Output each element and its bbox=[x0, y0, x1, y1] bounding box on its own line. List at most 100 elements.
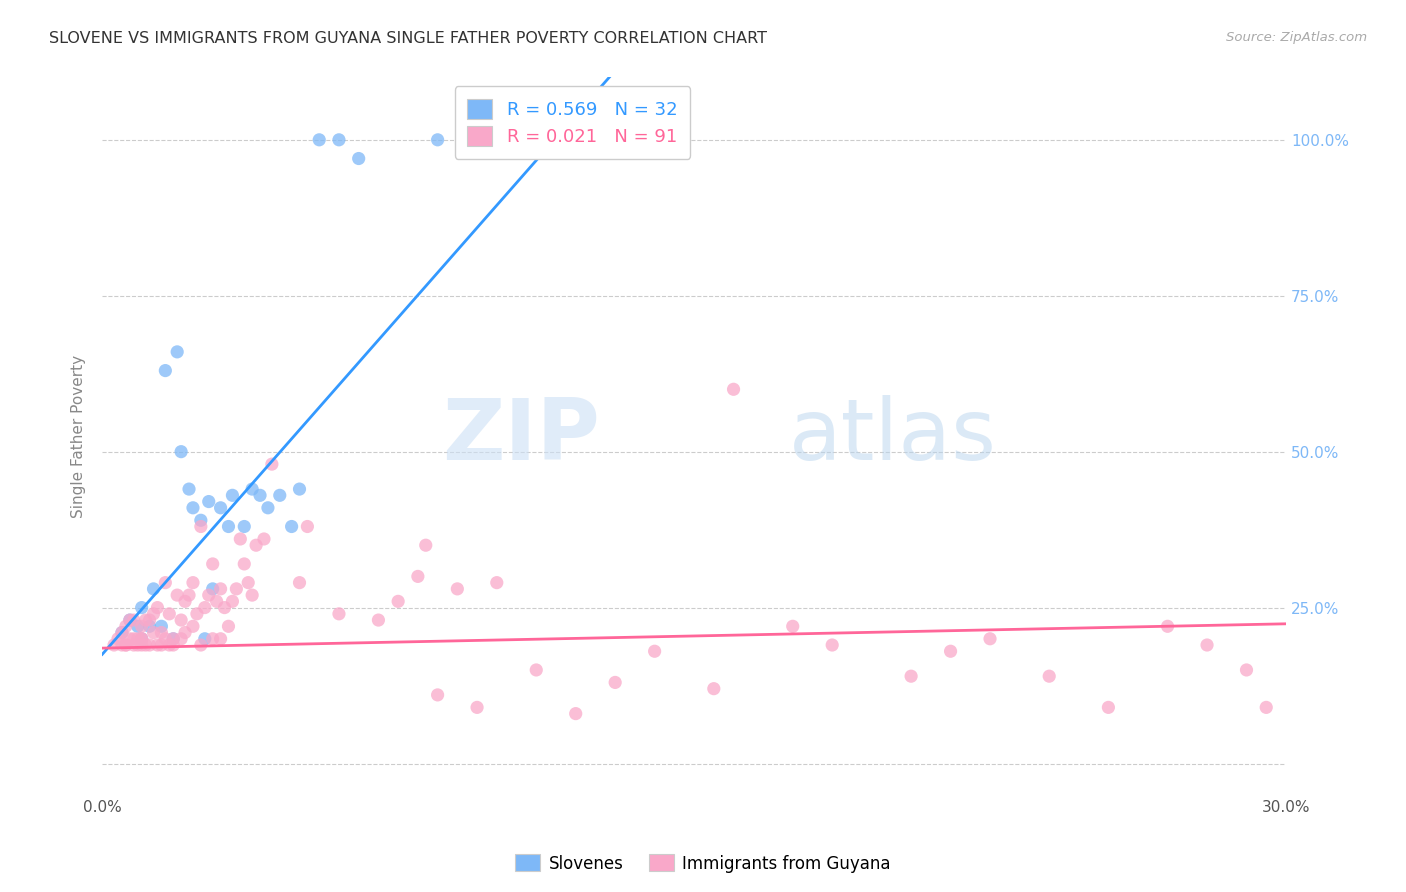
Text: ZIP: ZIP bbox=[441, 394, 599, 477]
Point bbox=[138, 638, 160, 652]
Point bbox=[142, 582, 165, 596]
Point bbox=[135, 613, 157, 627]
Point bbox=[465, 700, 488, 714]
Point bbox=[1038, 669, 1060, 683]
Point bbox=[1195, 638, 1218, 652]
Point bbox=[142, 625, 165, 640]
Point bbox=[138, 619, 160, 633]
Point bbox=[181, 575, 204, 590]
Text: SLOVENE VS IMMIGRANTS FROM GUYANA SINGLE FATHER POVERTY CORRELATION CHART: SLOVENE VS IMMIGRANTS FROM GUYANA SINGLE… bbox=[49, 31, 768, 46]
Point bbox=[150, 619, 173, 633]
Point bbox=[280, 519, 302, 533]
Point bbox=[135, 638, 157, 652]
Point bbox=[155, 575, 177, 590]
Point bbox=[406, 569, 429, 583]
Point bbox=[446, 582, 468, 596]
Point bbox=[1256, 700, 1278, 714]
Point bbox=[131, 619, 153, 633]
Point bbox=[142, 607, 165, 621]
Point bbox=[328, 607, 350, 621]
Point bbox=[150, 625, 173, 640]
Point bbox=[127, 619, 149, 633]
Point bbox=[703, 681, 725, 696]
Point bbox=[297, 519, 319, 533]
Point bbox=[157, 638, 180, 652]
Point bbox=[426, 133, 449, 147]
Point bbox=[115, 638, 138, 652]
Point bbox=[249, 488, 271, 502]
Point bbox=[190, 638, 212, 652]
Point bbox=[415, 538, 437, 552]
Point bbox=[821, 638, 844, 652]
Point bbox=[218, 619, 240, 633]
Point bbox=[1156, 619, 1178, 633]
Point bbox=[218, 519, 240, 533]
Point bbox=[155, 363, 177, 377]
Point bbox=[225, 582, 247, 596]
Point bbox=[174, 625, 197, 640]
Point bbox=[387, 594, 409, 608]
Point bbox=[939, 644, 962, 658]
Point bbox=[131, 632, 153, 646]
Point bbox=[1236, 663, 1258, 677]
Point bbox=[564, 706, 586, 721]
Point bbox=[177, 482, 200, 496]
Point bbox=[181, 500, 204, 515]
Point bbox=[209, 582, 232, 596]
Point bbox=[221, 594, 243, 608]
Text: Source: ZipAtlas.com: Source: ZipAtlas.com bbox=[1226, 31, 1367, 45]
Point bbox=[238, 575, 260, 590]
Point bbox=[485, 575, 508, 590]
Point bbox=[190, 513, 212, 527]
Point bbox=[170, 613, 193, 627]
Point bbox=[209, 500, 232, 515]
Point bbox=[240, 588, 263, 602]
Y-axis label: Single Father Poverty: Single Father Poverty bbox=[72, 354, 86, 517]
Point bbox=[162, 632, 184, 646]
Point bbox=[181, 619, 204, 633]
Point bbox=[138, 613, 160, 627]
Point bbox=[253, 532, 276, 546]
Point bbox=[127, 638, 149, 652]
Point bbox=[900, 669, 922, 683]
Point bbox=[127, 632, 149, 646]
Point bbox=[107, 632, 129, 646]
Point bbox=[979, 632, 1001, 646]
Point bbox=[644, 644, 666, 658]
Point bbox=[197, 588, 219, 602]
Point bbox=[115, 619, 138, 633]
Point bbox=[214, 600, 236, 615]
Point bbox=[347, 152, 370, 166]
Point bbox=[723, 382, 745, 396]
Point bbox=[111, 625, 134, 640]
Point bbox=[177, 588, 200, 602]
Point bbox=[122, 638, 145, 652]
Point bbox=[162, 632, 184, 646]
Text: atlas: atlas bbox=[789, 394, 997, 477]
Point bbox=[118, 632, 141, 646]
Point bbox=[233, 519, 256, 533]
Point bbox=[170, 444, 193, 458]
Point bbox=[131, 638, 153, 652]
Point bbox=[118, 613, 141, 627]
Point bbox=[782, 619, 804, 633]
Point bbox=[308, 133, 330, 147]
Point bbox=[426, 688, 449, 702]
Point bbox=[288, 575, 311, 590]
Point bbox=[194, 600, 217, 615]
Point bbox=[118, 613, 141, 627]
Point bbox=[146, 638, 169, 652]
Point bbox=[245, 538, 267, 552]
Point bbox=[201, 557, 224, 571]
Point bbox=[269, 488, 291, 502]
Point bbox=[209, 632, 232, 646]
Point bbox=[166, 344, 188, 359]
Point bbox=[260, 457, 283, 471]
Point bbox=[201, 582, 224, 596]
Point bbox=[1097, 700, 1119, 714]
Point bbox=[155, 632, 177, 646]
Point bbox=[174, 594, 197, 608]
Point bbox=[288, 482, 311, 496]
Legend: Slovenes, Immigrants from Guyana: Slovenes, Immigrants from Guyana bbox=[509, 847, 897, 880]
Point bbox=[166, 588, 188, 602]
